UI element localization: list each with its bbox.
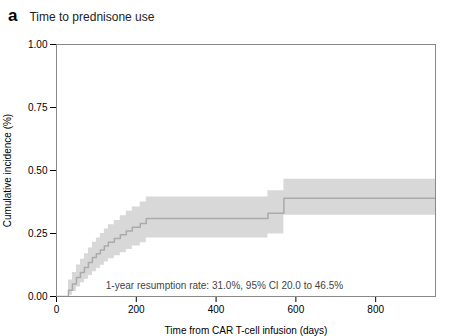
svg-text:Cumulative incidence (%): Cumulative incidence (%) [2, 114, 13, 227]
svg-text:1-year resumption rate: 31.0%,: 1-year resumption rate: 31.0%, 95% CI 20… [106, 280, 343, 291]
svg-text:0: 0 [54, 304, 60, 315]
svg-text:0.00: 0.00 [28, 291, 48, 302]
svg-text:600: 600 [288, 304, 305, 315]
svg-text:0.50: 0.50 [28, 165, 48, 176]
svg-text:0.25: 0.25 [28, 228, 48, 239]
html-text:Time to prednisone use: Time to prednisone use [29, 10, 155, 24]
svg-text:200: 200 [128, 304, 145, 315]
svg-text:Time from CAR T-cell infusion: Time from CAR T-cell infusion (days) [165, 325, 328, 336]
html-text:a: a [8, 6, 18, 25]
svg-text:400: 400 [208, 304, 225, 315]
svg-text:1.00: 1.00 [28, 39, 48, 50]
svg-text:800: 800 [367, 304, 384, 315]
svg-text:0.75: 0.75 [28, 102, 48, 113]
